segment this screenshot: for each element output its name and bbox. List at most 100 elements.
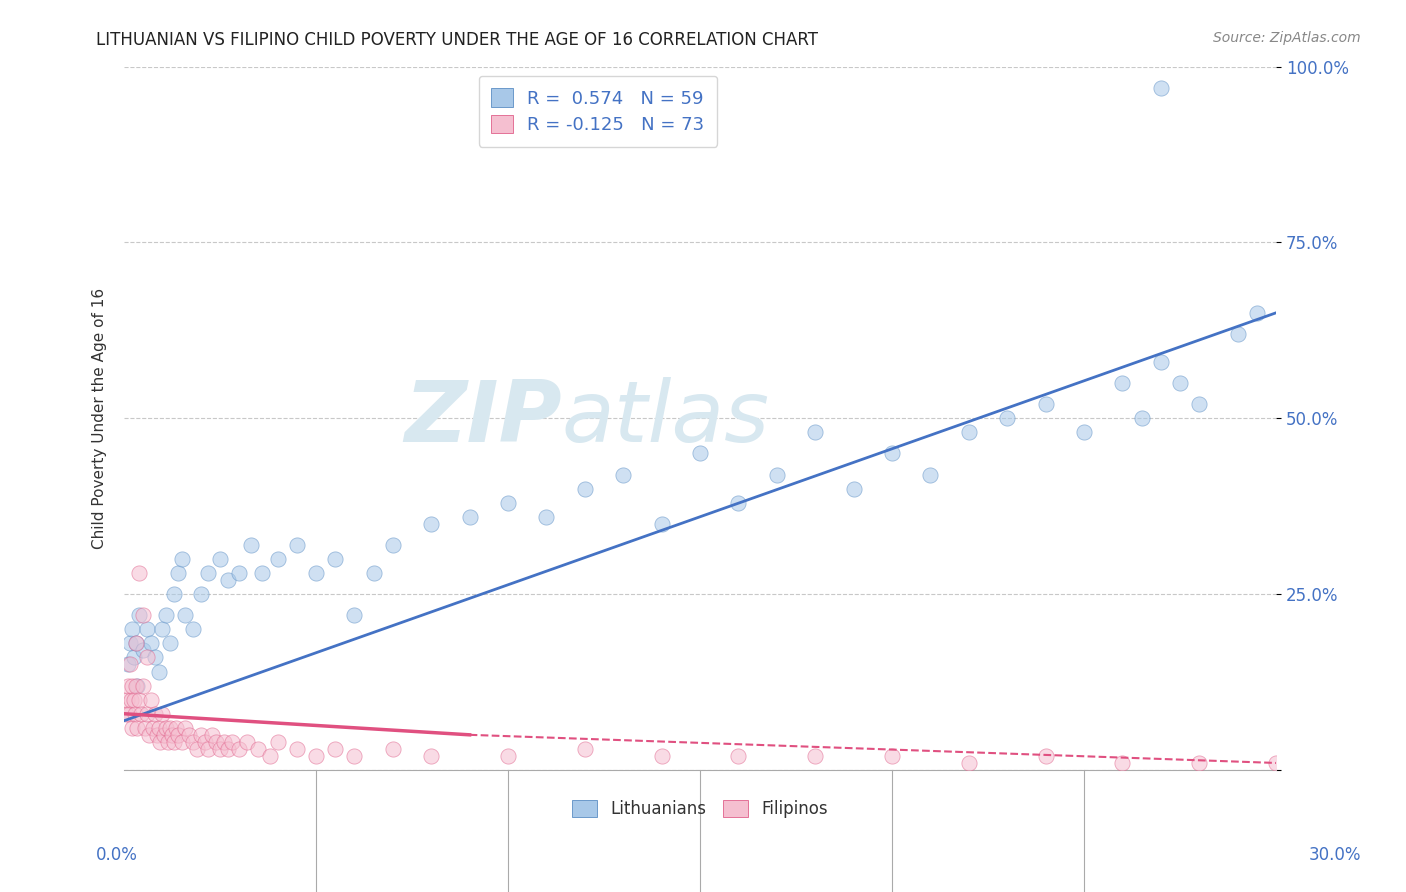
Point bbox=[212, 735, 235, 749]
Point bbox=[122, 692, 145, 706]
Point bbox=[1035, 748, 1057, 763]
Point bbox=[157, 735, 180, 749]
Point bbox=[155, 721, 177, 735]
Point bbox=[190, 728, 212, 742]
Point bbox=[132, 679, 155, 693]
Point bbox=[117, 657, 139, 672]
Point bbox=[186, 742, 208, 756]
Point bbox=[205, 735, 228, 749]
Point bbox=[145, 728, 167, 742]
Text: 0.0%: 0.0% bbox=[96, 846, 138, 863]
Point bbox=[159, 636, 181, 650]
Point bbox=[1111, 756, 1133, 770]
Point bbox=[152, 623, 174, 637]
Point bbox=[170, 552, 193, 566]
Point bbox=[139, 636, 162, 650]
Text: atlas: atlas bbox=[562, 376, 770, 459]
Point bbox=[804, 748, 827, 763]
Point bbox=[128, 566, 150, 580]
Point bbox=[208, 742, 231, 756]
Point bbox=[170, 735, 193, 749]
Point bbox=[1168, 376, 1191, 391]
Point bbox=[612, 467, 634, 482]
Point bbox=[266, 735, 288, 749]
Point bbox=[285, 742, 308, 756]
Point bbox=[115, 706, 138, 721]
Point bbox=[117, 679, 139, 693]
Point bbox=[880, 446, 903, 460]
Point bbox=[117, 706, 139, 721]
Text: Source: ZipAtlas.com: Source: ZipAtlas.com bbox=[1213, 31, 1361, 45]
Point bbox=[142, 721, 165, 735]
Point bbox=[1150, 80, 1173, 95]
Point bbox=[217, 573, 239, 587]
Point bbox=[343, 748, 366, 763]
Point bbox=[689, 446, 711, 460]
Point bbox=[181, 623, 204, 637]
Point bbox=[136, 650, 159, 665]
Point bbox=[842, 482, 865, 496]
Point bbox=[118, 657, 141, 672]
Point bbox=[129, 706, 152, 721]
Point bbox=[138, 728, 160, 742]
Point bbox=[920, 467, 942, 482]
Point bbox=[1226, 326, 1249, 341]
Point bbox=[536, 509, 558, 524]
Point bbox=[159, 721, 181, 735]
Point bbox=[124, 706, 146, 721]
Point bbox=[197, 742, 219, 756]
Point bbox=[155, 608, 177, 623]
Point bbox=[1130, 411, 1153, 425]
Point bbox=[174, 608, 197, 623]
Point bbox=[221, 735, 243, 749]
Point bbox=[165, 721, 187, 735]
Point bbox=[228, 566, 250, 580]
Point bbox=[148, 665, 170, 679]
Point bbox=[163, 587, 186, 601]
Point bbox=[1035, 397, 1057, 411]
Point bbox=[458, 509, 481, 524]
Text: LITHUANIAN VS FILIPINO CHILD POVERTY UNDER THE AGE OF 16 CORRELATION CHART: LITHUANIAN VS FILIPINO CHILD POVERTY UND… bbox=[96, 31, 818, 49]
Point bbox=[343, 608, 366, 623]
Point bbox=[124, 636, 146, 650]
Point bbox=[381, 742, 404, 756]
Point bbox=[134, 721, 156, 735]
Point bbox=[201, 728, 224, 742]
Point bbox=[804, 425, 827, 440]
Point bbox=[166, 728, 188, 742]
Point bbox=[208, 552, 231, 566]
Point bbox=[1150, 355, 1173, 369]
Point bbox=[323, 742, 346, 756]
Point bbox=[128, 692, 150, 706]
Point bbox=[121, 679, 143, 693]
Point bbox=[166, 566, 188, 580]
Point bbox=[1246, 306, 1268, 320]
Point bbox=[197, 566, 219, 580]
Point bbox=[1073, 425, 1095, 440]
Point bbox=[957, 756, 980, 770]
Point bbox=[122, 650, 145, 665]
Point bbox=[127, 679, 149, 693]
Point bbox=[1188, 397, 1211, 411]
Point bbox=[323, 552, 346, 566]
Point bbox=[194, 735, 217, 749]
Point bbox=[132, 608, 155, 623]
Point bbox=[149, 735, 172, 749]
Point bbox=[179, 728, 201, 742]
Point bbox=[574, 482, 596, 496]
Point bbox=[995, 411, 1018, 425]
Point bbox=[496, 496, 519, 510]
Point bbox=[152, 706, 174, 721]
Y-axis label: Child Poverty Under the Age of 16: Child Poverty Under the Age of 16 bbox=[93, 288, 107, 549]
Point bbox=[766, 467, 789, 482]
Point bbox=[363, 566, 385, 580]
Legend: Lithuanians, Filipinos: Lithuanians, Filipinos bbox=[565, 794, 835, 825]
Point bbox=[148, 721, 170, 735]
Point bbox=[128, 608, 150, 623]
Point bbox=[190, 587, 212, 601]
Point bbox=[136, 623, 159, 637]
Point bbox=[420, 748, 443, 763]
Point bbox=[285, 538, 308, 552]
Point bbox=[115, 692, 138, 706]
Point bbox=[174, 721, 197, 735]
